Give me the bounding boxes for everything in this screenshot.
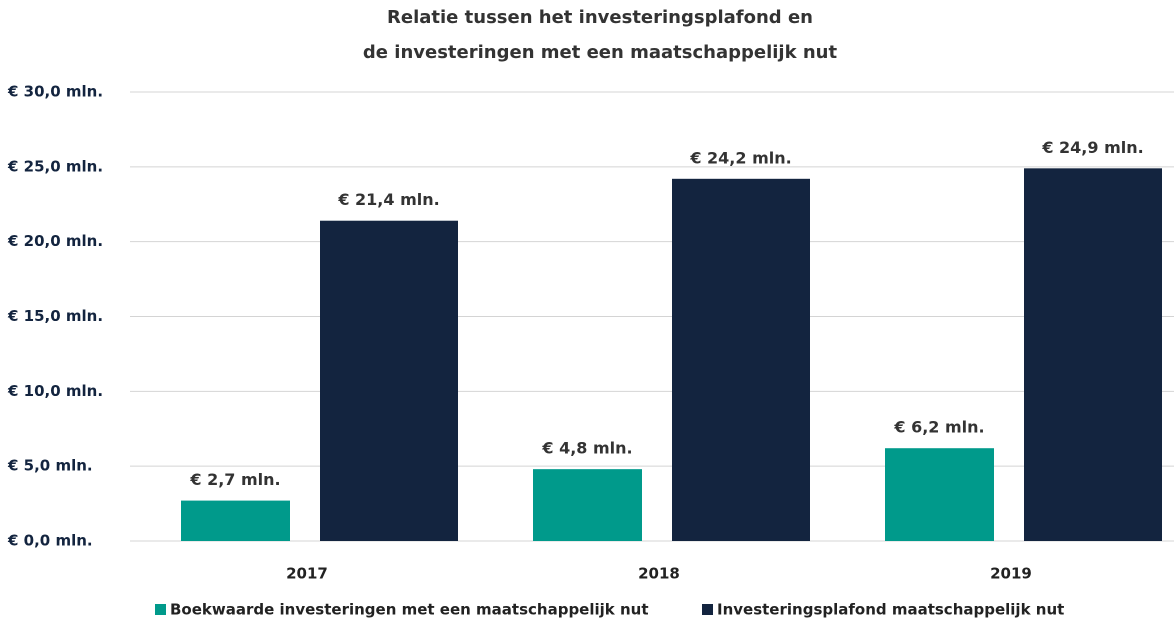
legend-label: Boekwaarde investeringen met een maatsch…: [170, 601, 649, 619]
chart-title: de investeringen met een maatschappelijk…: [363, 42, 838, 63]
x-tick-label: 2019: [990, 565, 1032, 583]
data-label: € 24,9 mln.: [1041, 138, 1143, 157]
y-tick-label: € 15,0 mln.: [7, 307, 103, 325]
y-tick-label: € 20,0 mln.: [7, 232, 103, 250]
data-label: € 6,2 mln.: [893, 418, 984, 437]
data-label: € 4,8 mln.: [541, 439, 632, 458]
bar: [1024, 168, 1162, 541]
x-tick-label: 2017: [286, 565, 328, 583]
data-label: € 21,4 mln.: [337, 190, 439, 209]
legend-label: Investeringsplafond maatschappelijk nut: [717, 601, 1064, 619]
y-tick-label: € 25,0 mln.: [7, 157, 103, 175]
bar: [885, 448, 994, 541]
bar: [320, 220, 458, 542]
data-label: € 2,7 mln.: [189, 470, 280, 489]
y-tick-label: € 30,0 mln.: [7, 83, 103, 101]
y-tick-label: € 5,0 mln.: [7, 457, 93, 475]
y-tick-label: € 0,0 mln.: [7, 532, 93, 550]
bar: [672, 178, 810, 541]
legend-swatch: [155, 604, 166, 615]
legend-swatch: [702, 604, 713, 615]
x-tick-label: 2018: [638, 565, 680, 583]
y-tick-label: € 10,0 mln.: [7, 382, 103, 400]
bar: [533, 469, 642, 541]
data-label: € 24,2 mln.: [689, 148, 791, 167]
chart-title: Relatie tussen het investeringsplafond e…: [387, 7, 813, 28]
bar: [181, 500, 290, 541]
